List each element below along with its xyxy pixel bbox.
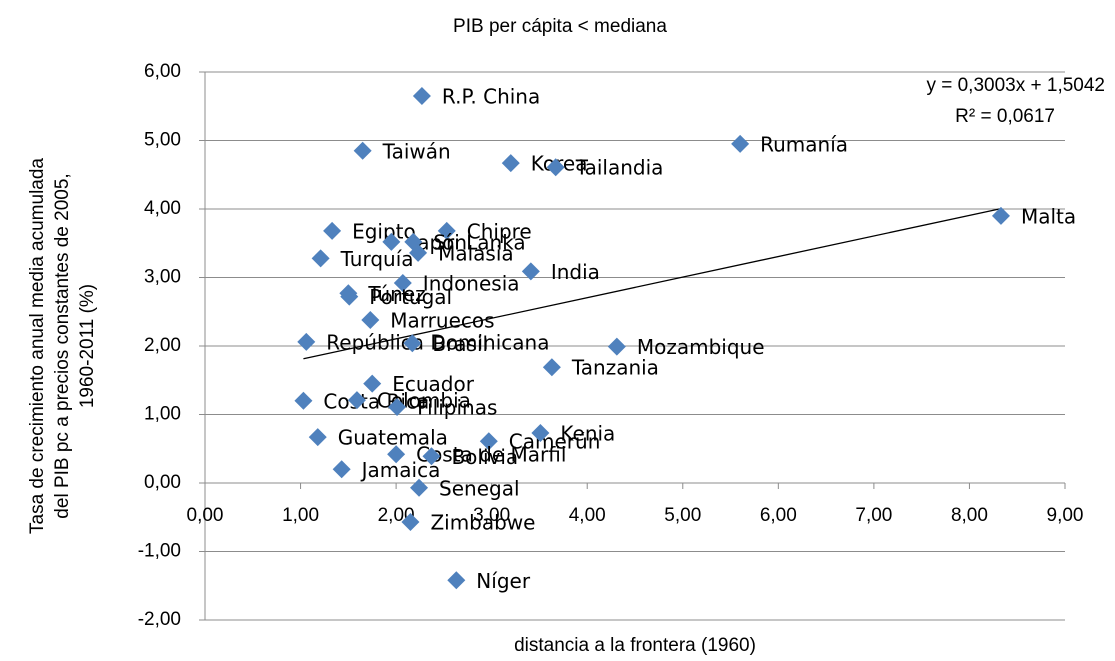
point-label: Sri Lanka xyxy=(433,230,525,254)
point xyxy=(479,432,498,451)
point xyxy=(382,232,401,251)
point xyxy=(731,134,750,153)
point xyxy=(501,154,520,173)
point xyxy=(361,310,380,329)
point xyxy=(991,206,1010,225)
point xyxy=(332,460,351,479)
point-label: Senegal xyxy=(439,476,520,500)
point-label: Tanzania xyxy=(571,356,659,380)
x-tick-label: 1,00 xyxy=(282,505,319,526)
y-axis-title: Tasa de crecimiento anual media acumulad… xyxy=(27,158,48,534)
point-label: Tailandia xyxy=(575,156,664,180)
y-tick-label: 1,00 xyxy=(144,404,181,425)
point-label: Chipre xyxy=(467,219,532,243)
point-label: Kenia xyxy=(560,421,615,445)
point xyxy=(403,334,422,353)
point xyxy=(388,397,407,416)
x-tick-label: 0,00 xyxy=(187,505,224,526)
point-label: Guatemala xyxy=(338,426,448,450)
point-label: República Dominicana xyxy=(326,330,549,354)
point xyxy=(521,262,540,281)
point-label: Malta xyxy=(1021,204,1076,228)
point-label: Túnez xyxy=(367,282,425,306)
point-label: Zimbabwe xyxy=(430,511,535,535)
point xyxy=(531,423,550,442)
point xyxy=(363,374,382,393)
y-axis-title: 1960-2011 (%) xyxy=(77,284,98,408)
trend-r2: R² = 0,0617 xyxy=(955,106,1055,127)
point xyxy=(546,158,565,177)
point-label: Bolivia xyxy=(451,445,518,469)
chart-title: PIB per cápita < mediana xyxy=(453,16,667,37)
trendline xyxy=(303,207,1002,360)
y-tick-label: 6,00 xyxy=(144,61,181,82)
y-tick-label: -1,00 xyxy=(138,541,181,562)
point xyxy=(297,332,316,351)
point-label: Marruecos xyxy=(390,308,494,332)
y-tick-label: 3,00 xyxy=(144,267,181,288)
point xyxy=(393,273,412,292)
trend-equation: y = 0,3003x + 1,5042 xyxy=(926,75,1105,96)
y-tick-label: -2,00 xyxy=(138,609,181,630)
x-tick-label: 6,00 xyxy=(760,505,797,526)
y-tick-label: 2,00 xyxy=(144,335,181,356)
point-label: Costa Rica xyxy=(323,389,429,413)
point xyxy=(607,337,626,356)
point-label: Malasia xyxy=(438,241,514,265)
point xyxy=(401,513,420,532)
point xyxy=(323,221,342,240)
point-label: Níger xyxy=(476,569,531,593)
point xyxy=(311,249,330,268)
point xyxy=(409,243,428,262)
point-label: Taiwán xyxy=(382,139,451,163)
point-label: Egipto xyxy=(352,219,416,243)
point xyxy=(294,391,313,410)
point-label: Camerún xyxy=(509,430,601,454)
point-label: R.P. China xyxy=(442,84,540,108)
x-axis-title: distancia a la frontera (1960) xyxy=(514,635,756,656)
y-tick-label: 5,00 xyxy=(144,130,181,151)
point xyxy=(542,358,561,377)
point xyxy=(353,141,372,160)
point-label: Portugal xyxy=(369,285,452,309)
x-tick-label: 7,00 xyxy=(855,505,892,526)
x-tick-label: 9,00 xyxy=(1047,505,1084,526)
x-tick-label: 4,00 xyxy=(569,505,606,526)
point xyxy=(437,221,456,240)
y-axis-title: del PIB pc a precios constantes de 2005, xyxy=(52,173,73,518)
point-label: Indonesia xyxy=(423,271,520,295)
point xyxy=(387,445,406,464)
point-label: Brasil xyxy=(432,332,488,356)
x-tick-label: 5,00 xyxy=(664,505,701,526)
point xyxy=(412,86,431,105)
point-label: Filipinas xyxy=(417,395,497,419)
point xyxy=(410,478,429,497)
point xyxy=(340,287,359,306)
point-label: Rumanía xyxy=(760,132,848,156)
x-tick-label: 8,00 xyxy=(951,505,988,526)
point xyxy=(347,391,366,410)
point-label: Mozambique xyxy=(637,335,765,359)
point-label: Turquía xyxy=(340,247,414,271)
point-label: Costa de Marfil xyxy=(416,443,566,467)
x-tick-label: 3,00 xyxy=(473,505,510,526)
y-tick-label: 0,00 xyxy=(144,472,181,493)
point xyxy=(422,447,441,466)
point xyxy=(447,571,466,590)
point xyxy=(308,428,327,447)
y-tick-label: 4,00 xyxy=(144,198,181,219)
point-label: Ecuador xyxy=(392,372,474,396)
point-label: India xyxy=(551,260,600,284)
point-label: Jamaica xyxy=(360,458,441,482)
